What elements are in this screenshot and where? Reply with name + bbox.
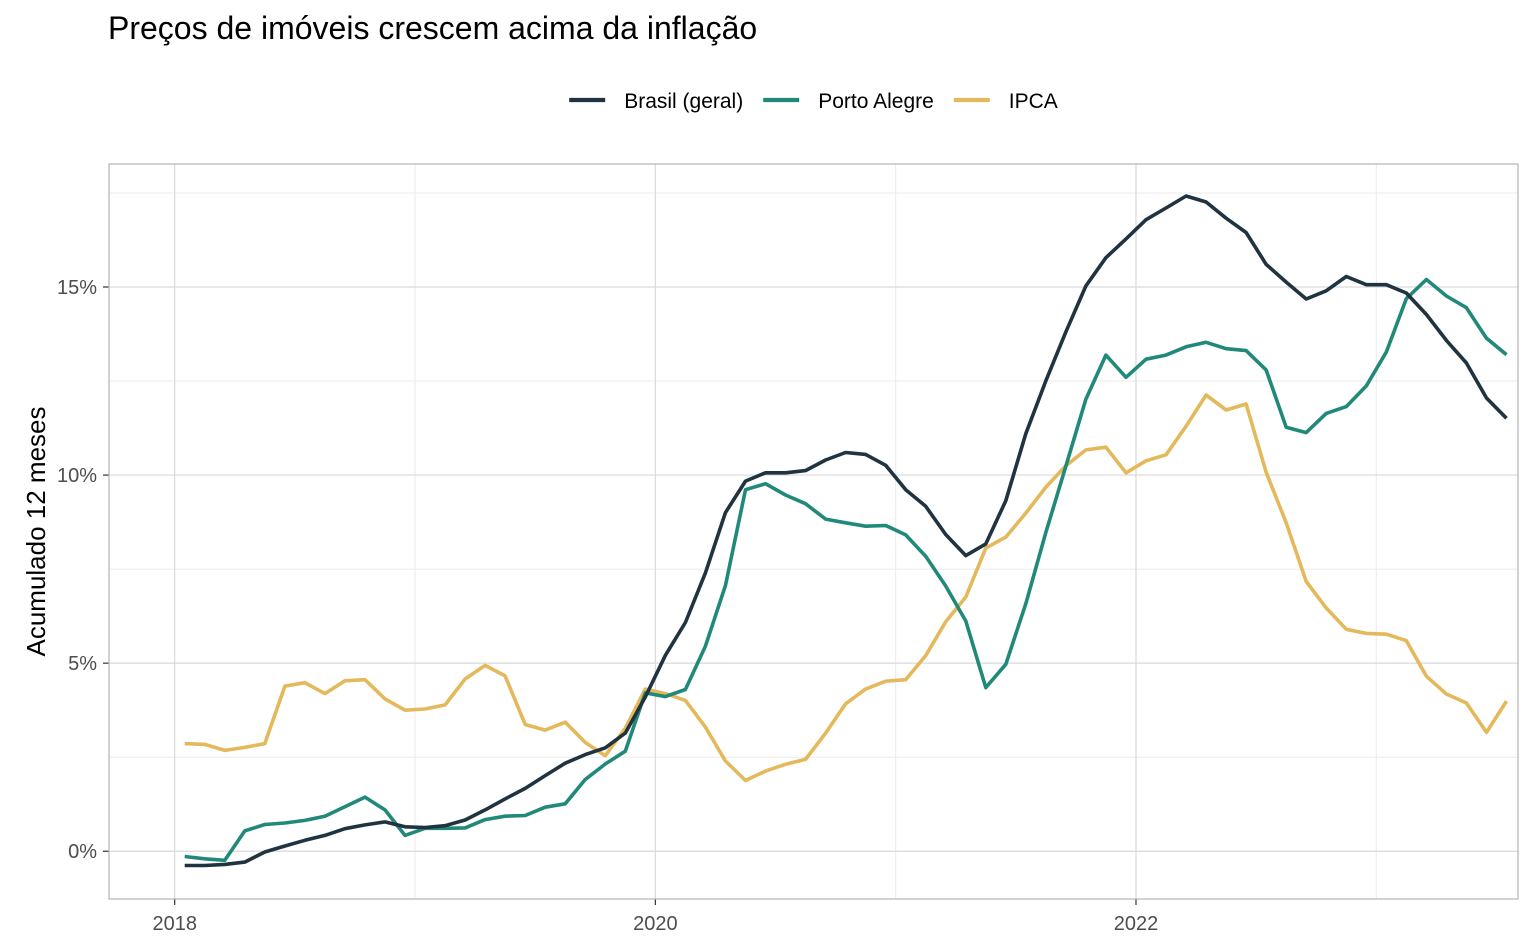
x-tick-label: 2022 [1114,913,1159,935]
x-tick-label: 2020 [633,913,678,935]
series-line-ipca [184,393,1509,783]
legend: Brasil (geral) Porto Alegre IPCA [569,90,1058,113]
legend-label: Porto Alegre [818,90,934,113]
y-axis-title: Acumulado 12 meses [21,406,51,656]
plot-area: 2018 2020 2022 0% 5% 10% 15% Acumulado 12 meses [21,163,1519,935]
panel-border [108,163,1519,900]
series-line-brasil-geral [184,194,1508,868]
chart-title: Preços de imóveis crescem acima da infla… [108,10,758,46]
series-line-porto-alegre [184,277,1508,863]
y-tick-label: 0% [68,841,97,863]
legend-label: Brasil (geral) [624,90,743,113]
legend-label: IPCA [1009,90,1058,113]
y-tick-label: 10% [57,465,97,487]
y-tick-label: 5% [68,653,97,675]
y-tick-label: 15% [57,277,97,299]
x-tick-label: 2018 [152,913,197,935]
